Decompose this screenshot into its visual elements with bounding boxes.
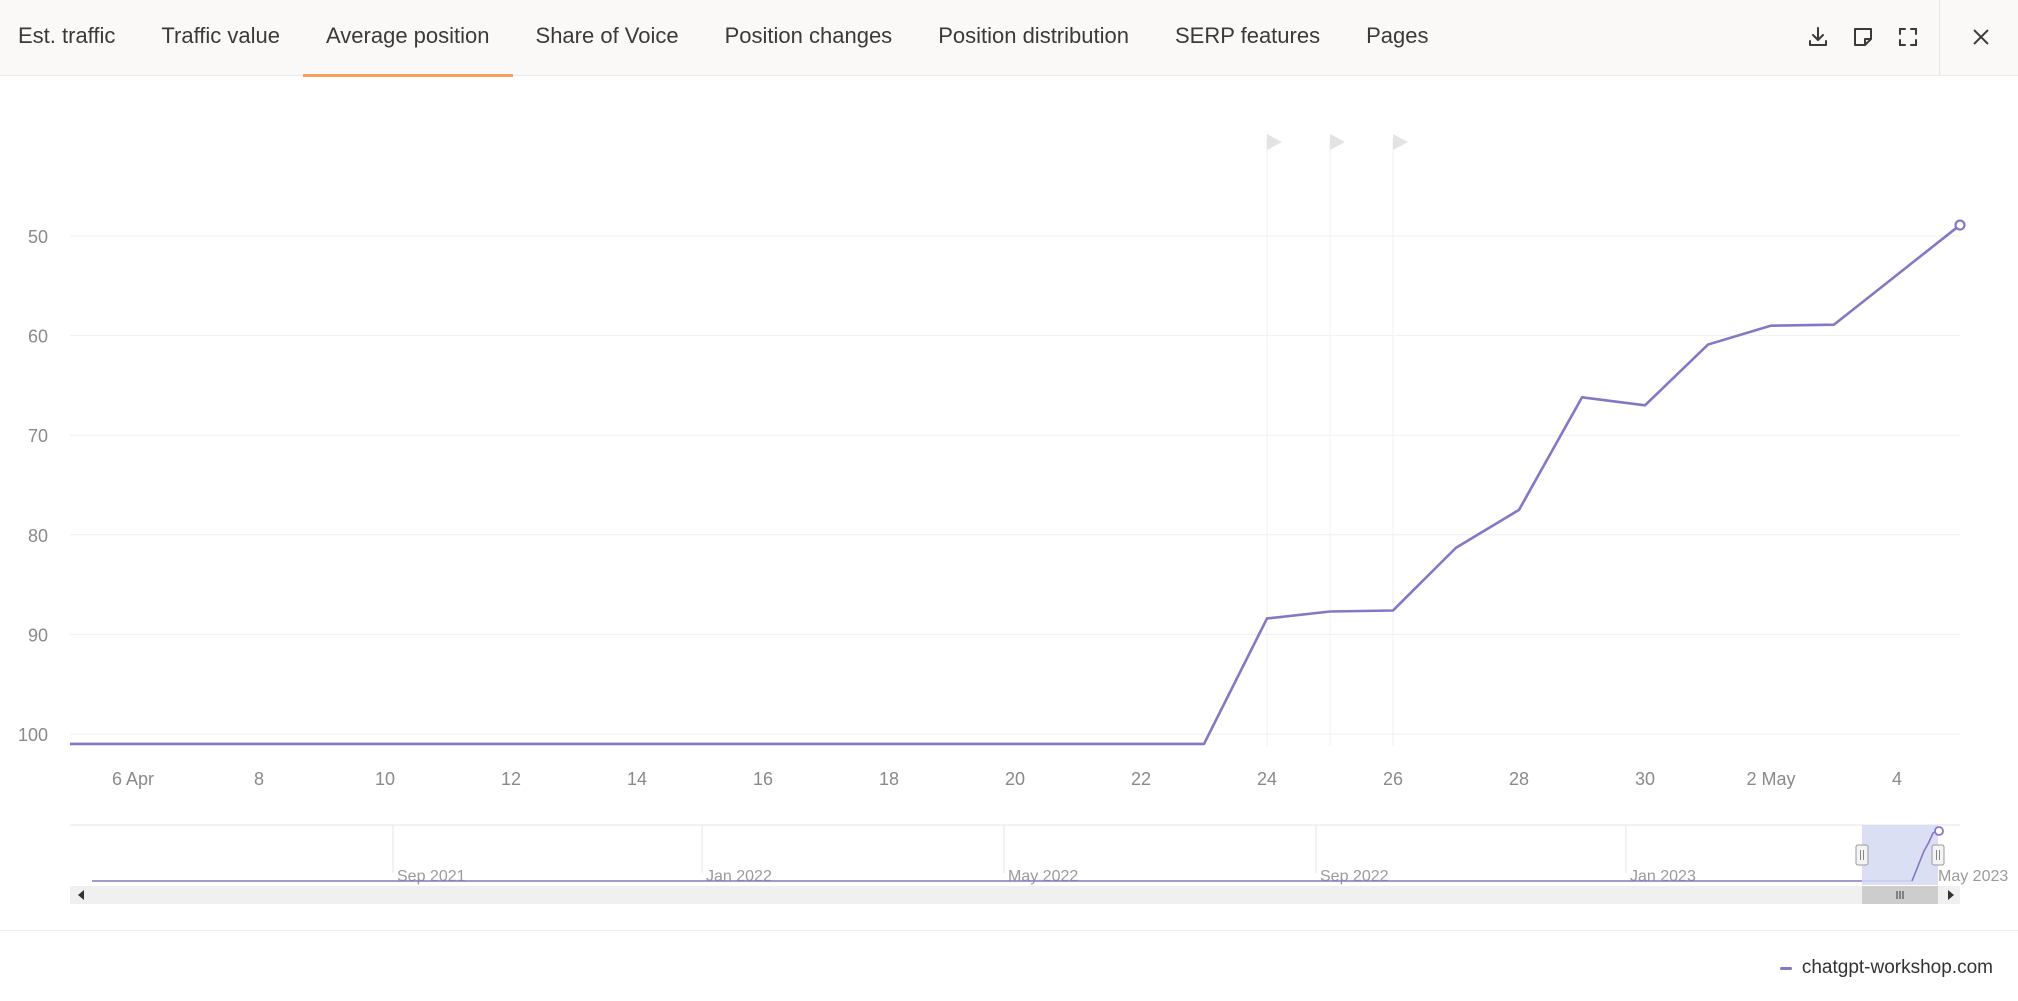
x-tick-label: 26 — [1383, 769, 1403, 789]
navigator-label: May 2022 — [1008, 868, 1078, 885]
x-tick-label: 10 — [375, 769, 395, 789]
navigator-label: Jan 2022 — [706, 868, 772, 885]
x-tick-label: 2 May — [1746, 769, 1795, 789]
tab-traffic-value[interactable]: Traffic value — [161, 23, 281, 48]
navigator-series-selected — [1911, 829, 1939, 882]
tab-list: Est. traffic Traffic value Average positio… — [0, 0, 1451, 77]
last-point-marker[interactable] — [1954, 219, 1966, 231]
y-tick-label: 90 — [28, 625, 48, 645]
navigator-label: Jan 2023 — [1630, 868, 1696, 885]
x-tick-label: 30 — [1635, 769, 1655, 789]
download-icon[interactable] — [1800, 19, 1836, 55]
tab-share-of-voice[interactable]: Share of Voice — [535, 23, 679, 48]
x-tick-label: 18 — [879, 769, 899, 789]
y-tick-label: 70 — [28, 426, 48, 446]
x-tick-label: 20 — [1005, 769, 1025, 789]
y-tick-label: 50 — [28, 227, 48, 247]
chart-legend: chatgpt-workshop.com — [1779, 957, 1993, 979]
scroll-right-arrow-icon[interactable] — [1948, 890, 1954, 900]
note-icon[interactable] — [1845, 19, 1881, 55]
fullscreen-icon[interactable] — [1890, 19, 1926, 55]
scroll-left-arrow-icon[interactable] — [78, 890, 84, 900]
navigator-handle[interactable] — [1855, 844, 1869, 866]
navigator-label: May 2023 — [1938, 868, 2008, 885]
y-tick-label: 100 — [18, 725, 48, 745]
tab-est-traffic[interactable]: Est. traffic — [18, 23, 116, 48]
legend-divider — [0, 930, 2018, 931]
legend-item-label[interactable]: chatgpt-workshop.com — [1801, 957, 1993, 978]
y-tick-label: 60 — [28, 327, 48, 347]
close-icon[interactable] — [1963, 19, 1999, 55]
y-tick-label: 80 — [28, 526, 48, 546]
tab-position-distribution[interactable]: Position distribution — [938, 23, 1129, 48]
annotation-flag-icon[interactable] — [1393, 134, 1408, 150]
chart-tab-bar: Est. traffic Traffic value Average positio… — [0, 0, 2018, 77]
x-tick-label: 16 — [753, 769, 773, 789]
navigator-handle[interactable] — [1931, 844, 1945, 866]
x-tick-label: 8 — [254, 769, 264, 789]
x-tick-label: 24 — [1257, 769, 1277, 789]
tab-position-changes[interactable]: Position changes — [724, 23, 893, 48]
x-tick-label: 4 — [1892, 769, 1902, 789]
x-tick-label: 14 — [627, 769, 647, 789]
tab-average-position[interactable]: Average position — [303, 0, 513, 77]
navigator-label: Sep 2022 — [1320, 868, 1389, 885]
navigator-selection[interactable] — [1862, 825, 1938, 885]
tab-serp-features[interactable]: SERP features — [1174, 23, 1321, 48]
navigator-label: Sep 2021 — [397, 868, 466, 885]
tab-pages[interactable]: Pages — [1366, 23, 1429, 48]
average-position-chart: 50 60 70 80 90 100 6 Apr 8 10 12 14 16 18 20 22 24 26 28 3… — [18, 134, 2008, 904]
toolbar-divider — [1939, 0, 1940, 75]
annotation-flag-icon[interactable] — [1330, 134, 1345, 150]
x-tick-label: 12 — [501, 769, 521, 789]
series-line — [70, 224, 1961, 746]
annotation-flag-icon[interactable] — [1267, 134, 1282, 150]
x-tick-label: 22 — [1131, 769, 1151, 789]
navigator-last-point — [1934, 826, 1944, 836]
x-tick-label: 28 — [1509, 769, 1529, 789]
legend-swatch — [1779, 966, 1792, 970]
scrollbar-track[interactable] — [70, 886, 1960, 904]
x-tick-label: 6 Apr — [112, 769, 154, 789]
